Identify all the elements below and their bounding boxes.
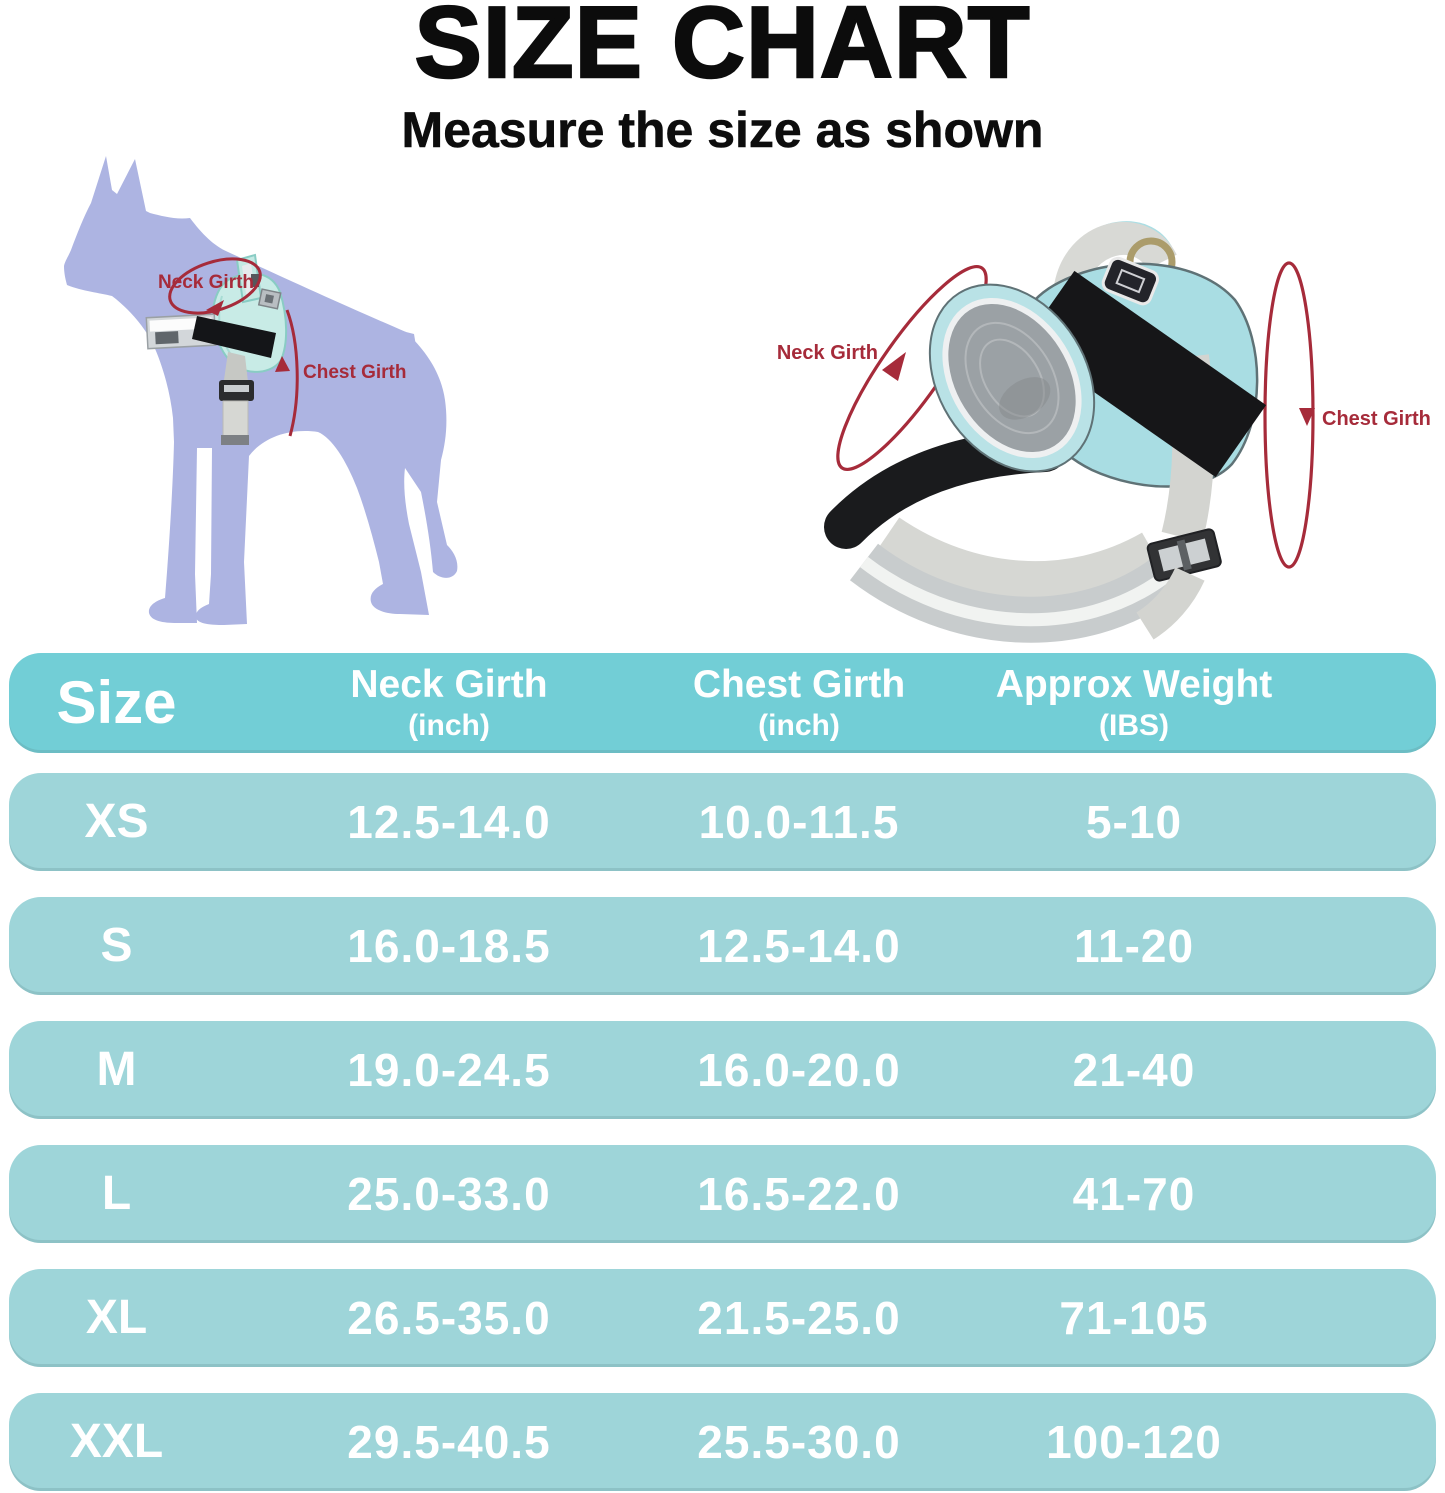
- header-unit: (inch): [408, 708, 490, 742]
- header-unit: (inch): [758, 708, 840, 742]
- size-cell: XL: [85, 1291, 148, 1344]
- size-cell: XS: [84, 795, 149, 848]
- size-cell: XXL: [69, 1415, 164, 1468]
- table-row-xs: XS 12.5-14.0 10.0-11.5 5-10: [9, 773, 1436, 871]
- reflective-stripe: [860, 556, 1169, 627]
- table-row-xl: XL 26.5-35.0 21.5-25.0 71-105: [9, 1269, 1436, 1367]
- weight-cell: 71-105: [1059, 1292, 1209, 1344]
- neck-girth-cell: 12.5-14.0: [347, 796, 551, 848]
- neck-girth-arrow: [882, 352, 906, 381]
- chest-girth-cell: 16.5-22.0: [697, 1168, 901, 1220]
- neck-girth-cell: 29.5-40.5: [347, 1416, 551, 1468]
- chest-girth-annotation: Chest Girth: [1263, 261, 1431, 569]
- harness-product-illustration: Neck Girth Chest Girth: [777, 221, 1431, 643]
- neck-girth-label: Neck Girth: [158, 272, 254, 293]
- neck-girth-annotation: Neck Girth: [158, 257, 262, 316]
- table-row-s: S 16.0-18.5 12.5-14.0 11-20: [9, 897, 1436, 995]
- header-size: Size: [56, 669, 177, 736]
- weight-cell: 5-10: [1085, 796, 1183, 848]
- neck-girth-cell: 19.0-24.5: [347, 1044, 551, 1096]
- table-row-l: L 25.0-33.0 16.5-22.0 41-70: [9, 1145, 1436, 1243]
- neck-girth-cell: 25.0-33.0: [347, 1168, 551, 1220]
- size-table: Size Neck Girth (inch) Chest Girth (inch…: [9, 653, 1436, 1493]
- size-cell: L: [101, 1167, 132, 1220]
- weight-cell: 100-120: [1046, 1416, 1222, 1468]
- neck-girth-arrow: [206, 300, 224, 316]
- velcro-band-black: [1023, 270, 1267, 478]
- dog-silhouette: [64, 156, 458, 625]
- size-cell: S: [100, 919, 133, 972]
- table-row-m: M 19.0-24.5 16.0-20.0 21-40: [9, 1021, 1436, 1119]
- header-label: Chest Girth: [692, 663, 906, 707]
- chest-girth-arc: [285, 309, 299, 437]
- strap-tail: [1136, 566, 1205, 640]
- header-chest-girth: Chest Girth (inch): [674, 663, 924, 742]
- neck-pad: [928, 283, 1096, 473]
- chest-girth-arrow: [1299, 408, 1315, 426]
- table-header-row: Size Neck Girth (inch) Chest Girth (inch…: [9, 653, 1436, 753]
- header-unit: (IBS): [1099, 708, 1169, 742]
- header-label: Approx Weight: [995, 663, 1273, 707]
- header-approx-weight: Approx Weight (IBS): [924, 663, 1436, 742]
- chest-girth-label: Chest Girth: [303, 362, 406, 383]
- neck-girth-cell: 26.5-35.0: [347, 1292, 551, 1344]
- adjuster-buckle: [1146, 528, 1222, 582]
- chest-girth-cell: 25.5-30.0: [697, 1416, 901, 1468]
- chest-girth-arrow: [275, 356, 290, 372]
- chest-girth-cell: 12.5-14.0: [697, 920, 901, 972]
- neck-girth-ellipse: [168, 257, 262, 315]
- harness-on-dog: [145, 253, 288, 445]
- page-subtitle: Measure the size as shown: [401, 102, 1044, 159]
- chest-girth-ellipse: [1263, 261, 1315, 569]
- shoulder-buckle: [257, 288, 282, 310]
- harness-product: [824, 221, 1267, 643]
- neck-girth-cell: 16.0-18.5: [347, 920, 551, 972]
- neck-girth-label: Neck Girth: [777, 342, 878, 364]
- chest-girth-cell: 16.0-20.0: [697, 1044, 901, 1096]
- black-chest-band: [192, 316, 276, 358]
- mesh-padding: [948, 303, 1076, 453]
- logo-patch: [1101, 256, 1160, 306]
- size-cell: M: [96, 1043, 137, 1096]
- weight-cell: 21-40: [1072, 1044, 1196, 1096]
- header-neck-girth: Neck Girth (inch): [224, 663, 674, 742]
- chest-girth-cell: 21.5-25.0: [697, 1292, 901, 1344]
- dog-measurement-illustration: Neck Girth Chest Girth: [64, 156, 458, 625]
- chest-girth-cell: 10.0-11.5: [698, 796, 900, 848]
- chest-girth-label: Chest Girth: [1322, 408, 1431, 430]
- handle-clip: [251, 274, 259, 287]
- weight-cell: 11-20: [1073, 920, 1195, 972]
- dog-body: [64, 156, 458, 625]
- hanging-strap: [219, 352, 254, 445]
- header-label: Neck Girth: [350, 663, 548, 707]
- weight-cell: 41-70: [1072, 1168, 1196, 1220]
- page-title: SIZE CHART: [413, 0, 1031, 100]
- table-row-xxl: XXL 29.5-40.5 25.5-30.0 100-120: [9, 1393, 1436, 1491]
- chest-girth-annotation: Chest Girth: [275, 309, 406, 437]
- chest-strap-upper: [876, 517, 1162, 602]
